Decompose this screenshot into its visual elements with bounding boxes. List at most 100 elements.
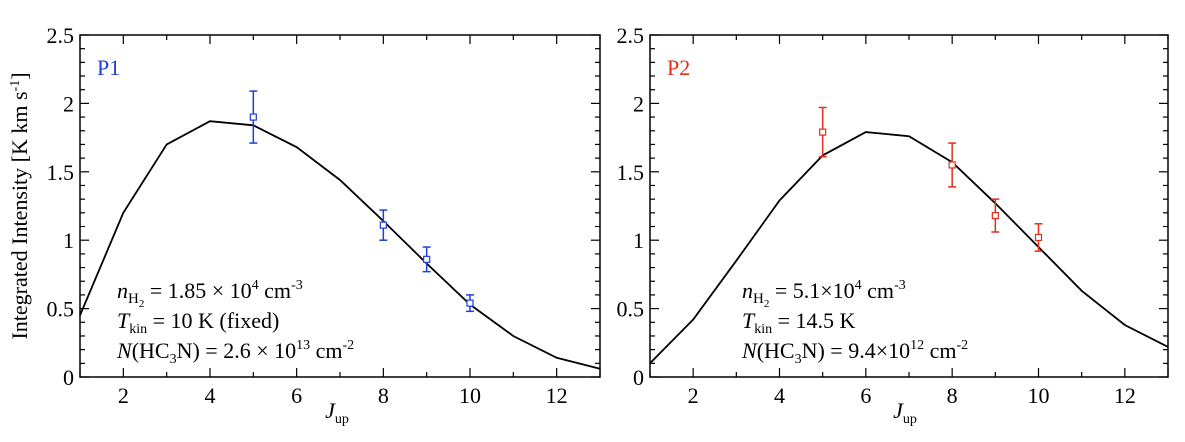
x-tick-labels-p1: 2 4 6 8 10 12 (118, 383, 568, 408)
x-tick-label: 12 (1114, 383, 1136, 408)
param-density-p2: nH2 = 5.1×104 cm-3 (742, 278, 906, 310)
x-tick-label: 8 (947, 383, 958, 408)
y-tick-labels-p2: 0 0.5 1 1.5 2 2.5 (617, 23, 645, 390)
param-column-unit: cm (924, 338, 956, 363)
param-density-value: = 1.85 × 10 (144, 278, 251, 303)
y-tick-label: 1 (63, 228, 74, 253)
y-tick-label: 0.5 (47, 297, 75, 322)
param-column-exp: 13 (296, 338, 310, 353)
x-tick-label: 2 (688, 383, 699, 408)
param-temperature-symbol: T (742, 308, 756, 333)
data-marker (948, 161, 956, 169)
param-column-p2: N(HC3N) = 9.4×1012 cm-2 (741, 338, 968, 367)
data-point (379, 209, 388, 241)
param-column-symbol: N (116, 338, 133, 363)
x-tick-label: 6 (860, 383, 871, 408)
x-tick-label: 4 (205, 383, 216, 408)
y-tick-label: 2 (63, 91, 74, 116)
y-axis-title-sup: -1 (8, 80, 23, 92)
x-tick-labels-p2: 2 4 6 8 10 12 (688, 383, 1136, 408)
x-tick-label: 6 (291, 383, 302, 408)
param-density-value: = 5.1×10 (769, 278, 854, 303)
data-point (249, 90, 258, 144)
param-column-sub: 3 (795, 352, 802, 367)
param-temperature-sub: kin (754, 322, 772, 337)
plot-frame-p2 (649, 34, 1169, 378)
panel-label-p1: P1 (97, 55, 120, 80)
tick-marks-p1 (79, 34, 601, 378)
y-tick-label: 0 (63, 365, 74, 390)
param-column-p1: N(HC3N) = 2.6 × 1013 cm-2 (116, 338, 354, 367)
y-tick-label: 0.5 (617, 297, 645, 322)
param-density-exp: 4 (252, 278, 259, 293)
x-tick-label: 2 (118, 383, 129, 408)
param-temperature-p2: Tkin = 14.5 K (742, 308, 856, 337)
x-axis-title-sub: up (335, 412, 349, 427)
param-column-sub: 3 (170, 352, 177, 367)
param-density-symbol: n (117, 278, 128, 303)
param-column-unit-exp: -2 (957, 338, 969, 353)
model-curve-p1 (79, 120, 601, 370)
y-tick-label: 1.5 (47, 160, 75, 185)
data-point (991, 198, 1000, 233)
data-point (422, 246, 431, 273)
x-tick-label: 10 (459, 383, 481, 408)
model-curve-p2 (649, 131, 1169, 364)
x-tick-label: 10 (1028, 383, 1050, 408)
x-tick-label: 8 (378, 383, 389, 408)
param-column-unit: cm (310, 338, 342, 363)
observed-points-p1 (249, 90, 474, 313)
y-tick-labels-p1: 0 0.5 1 1.5 2 2.5 (47, 23, 75, 390)
x-axis-title-sub: up (903, 412, 917, 427)
param-density-sub: H (753, 291, 764, 307)
observed-points-p2 (818, 106, 1043, 252)
data-point (948, 142, 957, 188)
data-point (1034, 223, 1043, 252)
param-column-species: (HC (132, 338, 170, 363)
y-axis-title-main: Integrated Intensity [K km s (7, 91, 32, 339)
param-column-value: N) = 2.6 × 10 (177, 338, 297, 363)
x-axis-title-main: J (325, 398, 336, 423)
model-line (79, 120, 601, 370)
tick-marks-p2 (649, 34, 1169, 378)
chart-panel-p1: 2 4 6 8 10 12 0 0.5 1 1.5 2 2.5 P1 Integrated Inte… (7, 23, 601, 427)
y-axis-title-p1: Integrated Intensity [K km s-1] (7, 72, 32, 339)
y-tick-label: 2 (633, 91, 644, 116)
param-column-unit-exp: -2 (343, 338, 355, 353)
x-axis-title-main: J (893, 398, 904, 423)
x-tick-label: 4 (774, 383, 785, 408)
x-axis-title-p1: Jup (325, 398, 349, 427)
param-temperature-value: = 10 K (fixed) (147, 308, 279, 333)
param-column-value: N) = 9.4×10 (802, 338, 911, 363)
param-density-subsub: 2 (139, 298, 145, 310)
model-line (649, 131, 1169, 364)
data-marker (991, 211, 999, 220)
data-marker (466, 299, 474, 307)
param-column-symbol: N (741, 338, 758, 363)
param-density-unit-exp: -3 (894, 278, 906, 293)
y-tick-label: 1.5 (617, 160, 645, 185)
param-density-sub: H (128, 291, 139, 307)
x-tick-label: 12 (546, 383, 568, 408)
data-marker (423, 255, 431, 263)
x-axis-title-p2: Jup (893, 398, 917, 427)
param-column-species: (HC (757, 338, 795, 363)
data-marker (819, 128, 827, 136)
param-temperature-value: = 14.5 K (772, 308, 855, 333)
data-marker (379, 221, 387, 229)
param-density-unit: cm (259, 278, 291, 303)
param-density-p1: nH2 = 1.85 × 104 cm-3 (117, 278, 303, 310)
param-density-subsub: 2 (764, 298, 770, 310)
chart-panel-p2: 2 4 6 8 10 12 00.511.522.5 P2 Jup nH2 = 5.1×1… (617, 23, 1169, 427)
param-temperature-p1: Tkin = 10 K (fixed) (117, 308, 279, 337)
y-tick-label: 2.5 (47, 23, 75, 48)
data-marker (249, 113, 257, 121)
data-point (466, 294, 474, 313)
y-tick-label: 1 (633, 228, 644, 253)
panel-label-p2: P2 (667, 55, 690, 80)
param-column-exp: 12 (910, 338, 924, 353)
param-temperature-sub: kin (129, 322, 147, 337)
param-density-exp: 4 (855, 278, 862, 293)
param-density-unit-exp: -3 (291, 278, 303, 293)
